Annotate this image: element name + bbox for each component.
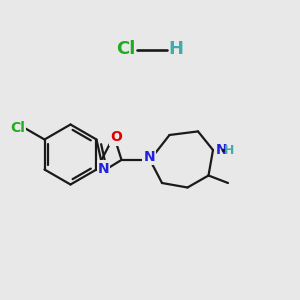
Text: Cl: Cl — [10, 121, 25, 135]
Text: O: O — [110, 130, 122, 144]
Text: N: N — [98, 162, 109, 176]
Text: H: H — [224, 143, 234, 157]
Text: H: H — [168, 40, 183, 58]
Text: N: N — [216, 143, 228, 157]
Text: N: N — [143, 150, 155, 164]
Text: Cl: Cl — [116, 40, 136, 58]
